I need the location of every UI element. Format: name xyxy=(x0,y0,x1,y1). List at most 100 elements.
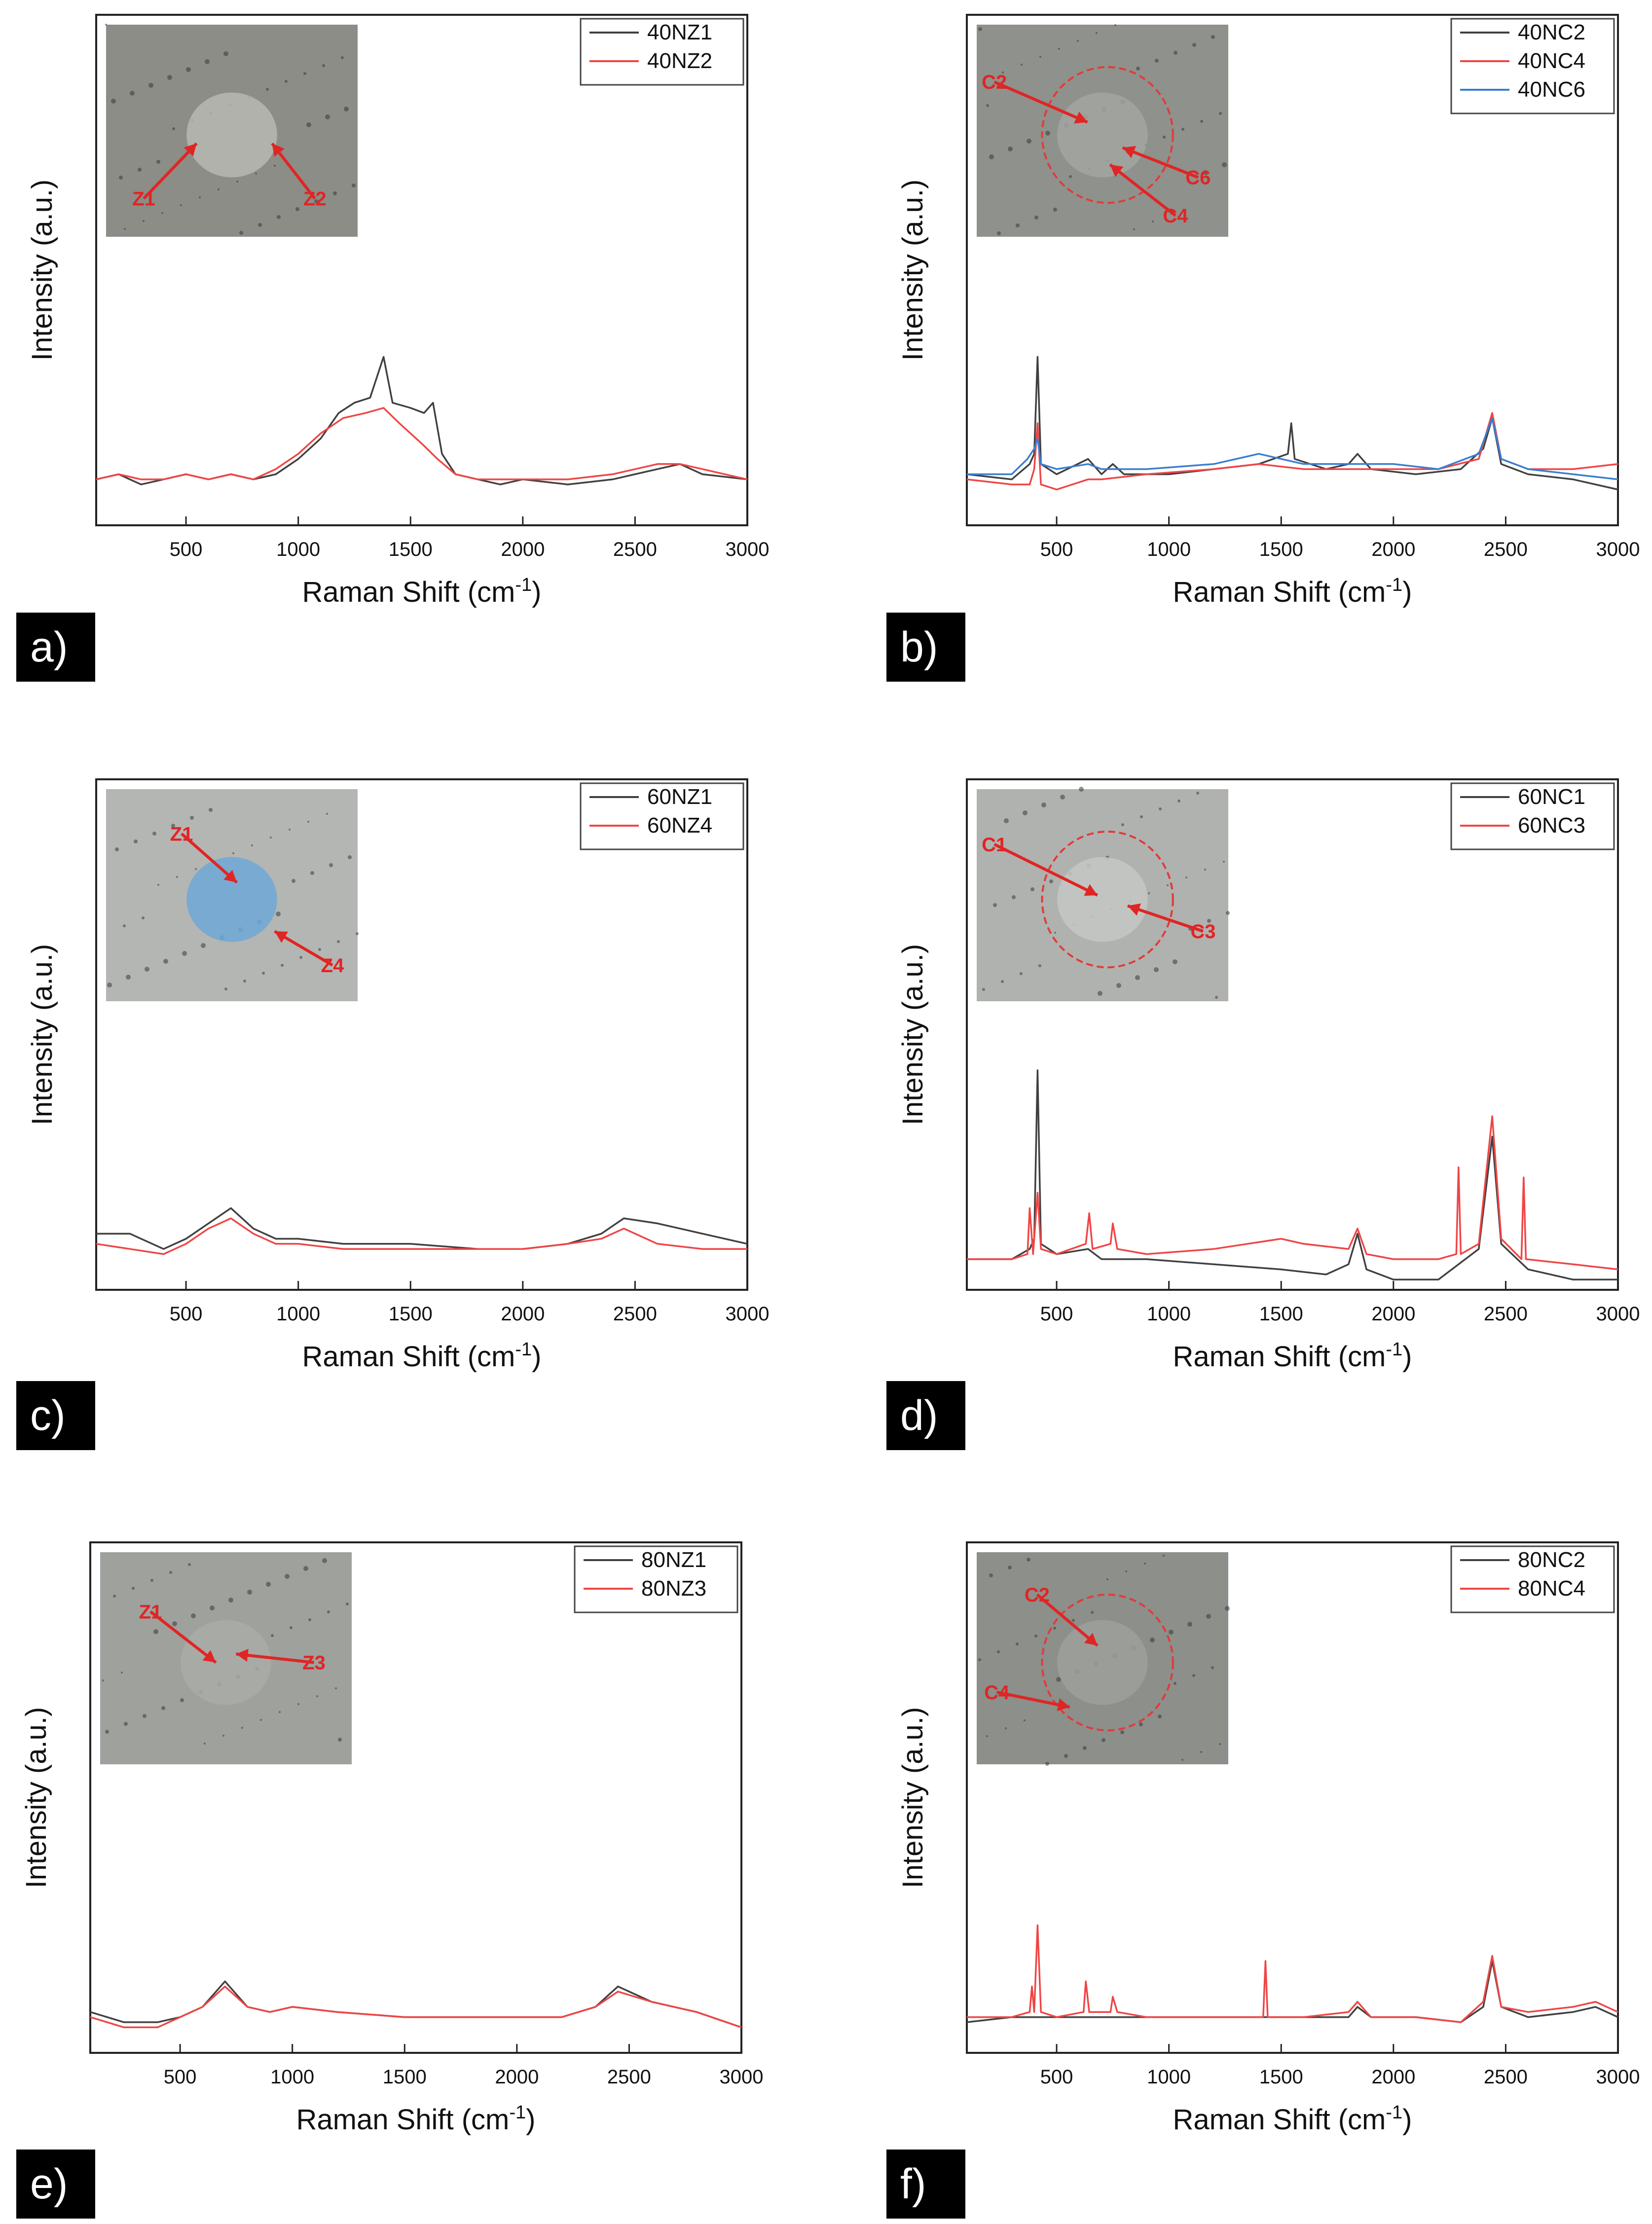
x-tick-label: 3000 xyxy=(726,1303,770,1325)
inset-label-Z2: Z2 xyxy=(303,188,327,210)
inset-label-Z1: Z1 xyxy=(139,1601,162,1623)
panel-label-f: f) xyxy=(886,2150,965,2219)
inset-arrowhead xyxy=(1110,164,1124,177)
inset-arrowhead xyxy=(1057,1698,1070,1712)
inset-speckle xyxy=(1079,787,1084,792)
inset-speckle xyxy=(1139,1722,1143,1726)
inset-speckle xyxy=(1152,220,1154,222)
inset-speckle xyxy=(176,876,178,878)
inset-speckle xyxy=(978,27,982,31)
x-tick-label: 2000 xyxy=(501,539,545,560)
inset-speckle xyxy=(292,879,295,883)
inset-arrowhead xyxy=(1084,1633,1098,1646)
inset-speckle xyxy=(134,839,138,843)
inset-speckle xyxy=(266,88,269,91)
inset-speckle xyxy=(232,852,234,854)
inset-speckle xyxy=(1027,139,1031,144)
inset-speckle xyxy=(978,1658,981,1661)
inset-speckle xyxy=(1038,964,1041,967)
inset-speckle xyxy=(335,1687,337,1689)
inset-speckle xyxy=(222,1735,224,1737)
inset-speckle xyxy=(986,104,989,107)
inset-speckle xyxy=(161,212,163,214)
inset-speckle xyxy=(989,154,994,159)
legend-label-40NC4: 40NC4 xyxy=(1518,49,1585,73)
inset-speckle xyxy=(1020,972,1023,975)
inset-arrow xyxy=(1036,1593,1099,1647)
inset-speckle xyxy=(1056,1677,1061,1682)
x-tick-label: 2500 xyxy=(1484,2066,1528,2088)
inset-micrograph: Z1 Z3 xyxy=(100,1552,352,1764)
inset-speckle xyxy=(105,24,107,26)
x-tick-label: 1000 xyxy=(270,2066,314,2088)
x-tick-label: 500 xyxy=(1040,2066,1073,2088)
inset-speckle xyxy=(1004,818,1009,823)
inset-arrowhead xyxy=(1128,903,1141,916)
inset-speckle xyxy=(156,160,160,164)
x-axis-label: Raman Shift (cm-1) xyxy=(302,575,541,608)
x-tick-label: 1500 xyxy=(389,1303,433,1325)
inset-speckle xyxy=(152,832,156,836)
inset-speckle xyxy=(105,1730,109,1734)
inset-label-C1: C1 xyxy=(982,834,1007,856)
series-line-80NZ3 xyxy=(90,1985,742,2029)
x-tick-label: 3000 xyxy=(1596,2066,1640,2088)
series-line-60NZ1 xyxy=(96,1207,748,1250)
inset-speckle xyxy=(303,1566,308,1571)
inset-speckle xyxy=(1058,48,1060,50)
panel-label-b: b) xyxy=(886,613,965,682)
inset-speckle xyxy=(327,1610,330,1613)
inset-speckle xyxy=(223,51,228,56)
series-line-60NZ4 xyxy=(96,1217,747,1255)
inset-speckle xyxy=(989,1573,993,1577)
inset-speckle xyxy=(113,1595,116,1598)
inset-speckle xyxy=(143,1714,147,1718)
panel-label-c: c) xyxy=(16,1381,95,1450)
inset-speckle xyxy=(1091,1611,1094,1614)
inset-speckle xyxy=(1204,869,1206,871)
inset-speckle xyxy=(124,1722,128,1726)
inset-arrow xyxy=(149,1610,217,1664)
inset-spot xyxy=(1057,92,1148,178)
inset-speckle xyxy=(346,1603,349,1605)
inset-speckle xyxy=(316,1695,318,1697)
inset-dashed-circle xyxy=(1041,1594,1174,1732)
chart-panel-3: 500 1000 1500 2000 2500 3000 Raman Shift (cm-1… xyxy=(26,778,770,1373)
legend-label-40NC6: 40NC6 xyxy=(1518,77,1585,102)
inset-label-C2: C2 xyxy=(1025,1584,1050,1606)
legend-box xyxy=(574,1545,738,1613)
inset-speckle xyxy=(299,956,302,959)
legend-label-60NC1: 60NC1 xyxy=(1518,785,1585,809)
y-axis-label: Intensity (a.u.) xyxy=(26,180,58,361)
inset-speckle xyxy=(1120,1730,1124,1734)
inset-label-C4: C4 xyxy=(1163,205,1188,227)
inset-speckle xyxy=(1021,64,1023,66)
inset-arrow xyxy=(236,1652,314,1664)
inset-arrowhead xyxy=(1074,111,1088,124)
inset-speckle xyxy=(1163,136,1166,139)
inset-arrowhead xyxy=(272,143,285,157)
x-axis-label: Raman Shift (cm-1) xyxy=(1173,2102,1412,2136)
inset-spot xyxy=(186,857,277,942)
inset-speckle xyxy=(285,1574,290,1579)
inset-speckle xyxy=(337,940,340,943)
x-tick-label: 2500 xyxy=(607,2066,651,2088)
series-line-40NZ2 xyxy=(96,407,748,480)
inset-speckle xyxy=(251,844,253,846)
series-line-40NC6 xyxy=(967,417,1618,480)
y-axis-label: Intensity (a.u.) xyxy=(897,944,929,1125)
inset-speckle xyxy=(271,1634,274,1637)
inset-speckle xyxy=(121,1672,123,1674)
inset-label-C2: C2 xyxy=(982,72,1007,93)
inset-speckle xyxy=(1005,1727,1007,1729)
inset-speckle xyxy=(188,1563,191,1566)
inset-speckle xyxy=(1215,996,1218,999)
inset-speckle xyxy=(318,948,321,951)
x-axis-label: Raman Shift (cm-1) xyxy=(1173,575,1412,608)
inset-micrograph: C2 C6 C4 xyxy=(977,24,1228,237)
inset-speckle xyxy=(145,967,149,972)
inset-speckle xyxy=(169,1571,172,1574)
inset-speckle xyxy=(1177,800,1180,802)
inset-speckle xyxy=(172,127,175,130)
x-tick-label: 3000 xyxy=(726,539,770,560)
